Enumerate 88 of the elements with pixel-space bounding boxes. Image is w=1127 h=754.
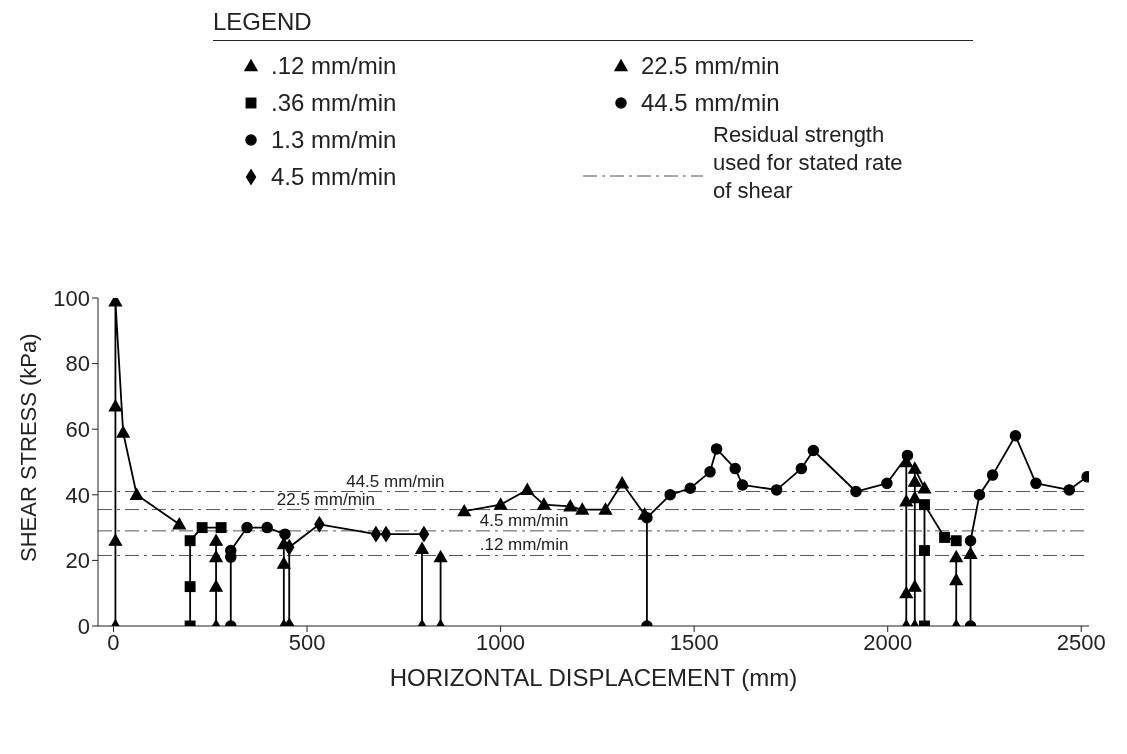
point [641, 512, 653, 524]
point [881, 477, 893, 490]
point [130, 488, 144, 500]
point [457, 504, 471, 517]
point [664, 489, 676, 501]
y-tick-label: 40 [65, 482, 90, 508]
ref-line-label: 4.5 mm/min [479, 510, 569, 530]
point [209, 534, 223, 546]
point [241, 521, 253, 534]
legend-label: 4.5 mm/min [271, 162, 397, 191]
point [899, 494, 913, 507]
point [908, 579, 922, 592]
point [184, 581, 196, 593]
point [1009, 430, 1022, 442]
y-tick-label: 20 [65, 548, 90, 574]
legend-title: LEGEND [213, 8, 973, 41]
y-tick-label: 0 [77, 613, 90, 639]
point [949, 573, 963, 586]
point [901, 449, 914, 462]
point [598, 502, 613, 515]
point [736, 479, 749, 491]
point [1063, 484, 1076, 496]
point [520, 483, 534, 496]
ref-line-label: 22.5 mm/min [276, 489, 376, 509]
legend-label: 44.5 mm/min [641, 88, 780, 117]
x-tick-label: 2500 [1056, 629, 1106, 655]
text: Residual strength used for stated rate of shear [713, 121, 904, 205]
legend-label: .36 mm/min [271, 88, 397, 117]
x-tick-label: 0 [107, 629, 120, 655]
legend-label: 22.5 mm/min [641, 51, 780, 80]
legend-label: .12 mm/min [271, 51, 397, 80]
point [615, 476, 629, 489]
point [704, 466, 716, 478]
point [279, 528, 291, 540]
y-tick-label: 80 [65, 351, 90, 377]
point [370, 526, 382, 543]
point [908, 491, 922, 504]
y-tick-label: 60 [65, 417, 90, 443]
y-tick-label: 100 [53, 285, 90, 311]
point [917, 481, 932, 494]
point [184, 535, 196, 547]
x-tick-label: 1500 [669, 629, 719, 655]
point [710, 443, 723, 455]
point [108, 399, 123, 412]
legend-label: 1.3 mm/min [271, 125, 397, 154]
point [493, 497, 508, 510]
point [973, 489, 986, 501]
point [209, 550, 223, 563]
point [563, 499, 577, 512]
point [770, 484, 783, 496]
point [684, 482, 697, 494]
point [919, 545, 930, 557]
point [415, 542, 429, 555]
point [433, 550, 448, 563]
point [418, 526, 430, 543]
point [964, 534, 977, 547]
point [108, 534, 123, 546]
point [950, 535, 962, 547]
point [949, 550, 963, 563]
y-axis-title: SHEAR STRESS (kPa) [15, 333, 41, 562]
point [729, 462, 741, 475]
point [116, 425, 130, 438]
x-tick-label: 500 [288, 629, 326, 655]
point [986, 469, 999, 481]
x-tick-label: 1000 [476, 629, 526, 655]
point [215, 522, 227, 534]
x-tick-label: 2000 [863, 629, 913, 655]
point [939, 531, 951, 543]
point [261, 521, 273, 534]
point [172, 517, 186, 530]
point [850, 485, 862, 498]
point [209, 579, 223, 592]
point [575, 502, 589, 515]
x-axis-title: HORIZONTAL DISPLACEMENT (mm) [389, 664, 798, 691]
point [795, 462, 808, 475]
point [537, 497, 551, 510]
point [380, 526, 392, 543]
point [908, 461, 922, 474]
point [908, 475, 922, 487]
ref-line-label: .12 mm/min [479, 535, 569, 555]
point [899, 586, 913, 599]
point [919, 499, 930, 511]
point [196, 522, 208, 534]
point [807, 444, 820, 457]
point [1030, 477, 1042, 490]
point [277, 557, 291, 569]
ref-line-label: 44.5 mm/min [346, 471, 445, 491]
point [963, 547, 978, 559]
